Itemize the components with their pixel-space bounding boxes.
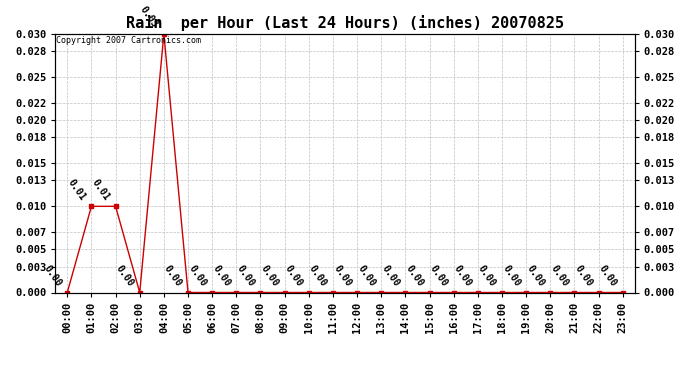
Text: 0.00: 0.00 — [380, 263, 401, 288]
Text: 0.00: 0.00 — [41, 263, 63, 288]
Text: 0.01: 0.01 — [90, 177, 111, 202]
Text: 0.00: 0.00 — [307, 263, 328, 288]
Text: 0.00: 0.00 — [597, 263, 618, 288]
Text: 0.00: 0.00 — [186, 263, 208, 288]
Text: 0.00: 0.00 — [210, 263, 232, 288]
Text: 0.00: 0.00 — [573, 263, 594, 288]
Text: 0.00: 0.00 — [500, 263, 522, 288]
Text: 0.00: 0.00 — [452, 263, 473, 288]
Text: 0.00: 0.00 — [162, 263, 184, 288]
Text: 0.00: 0.00 — [283, 263, 304, 288]
Text: 0.00: 0.00 — [476, 263, 497, 288]
Text: Copyright 2007 Cartronics.com: Copyright 2007 Cartronics.com — [57, 36, 201, 45]
Text: 0.00: 0.00 — [331, 263, 353, 288]
Text: 0.03: 0.03 — [138, 5, 159, 30]
Text: 0.00: 0.00 — [355, 263, 377, 288]
Text: 0.00: 0.00 — [524, 263, 546, 288]
Text: 0.00: 0.00 — [404, 263, 425, 288]
Title: Rain  per Hour (Last 24 Hours) (inches) 20070825: Rain per Hour (Last 24 Hours) (inches) 2… — [126, 15, 564, 31]
Text: 0.00: 0.00 — [428, 263, 449, 288]
Text: 0.00: 0.00 — [114, 263, 135, 288]
Text: 0.00: 0.00 — [235, 263, 256, 288]
Text: 0.00: 0.00 — [259, 263, 280, 288]
Text: 0.01: 0.01 — [66, 177, 87, 202]
Text: 0.00: 0.00 — [549, 263, 570, 288]
